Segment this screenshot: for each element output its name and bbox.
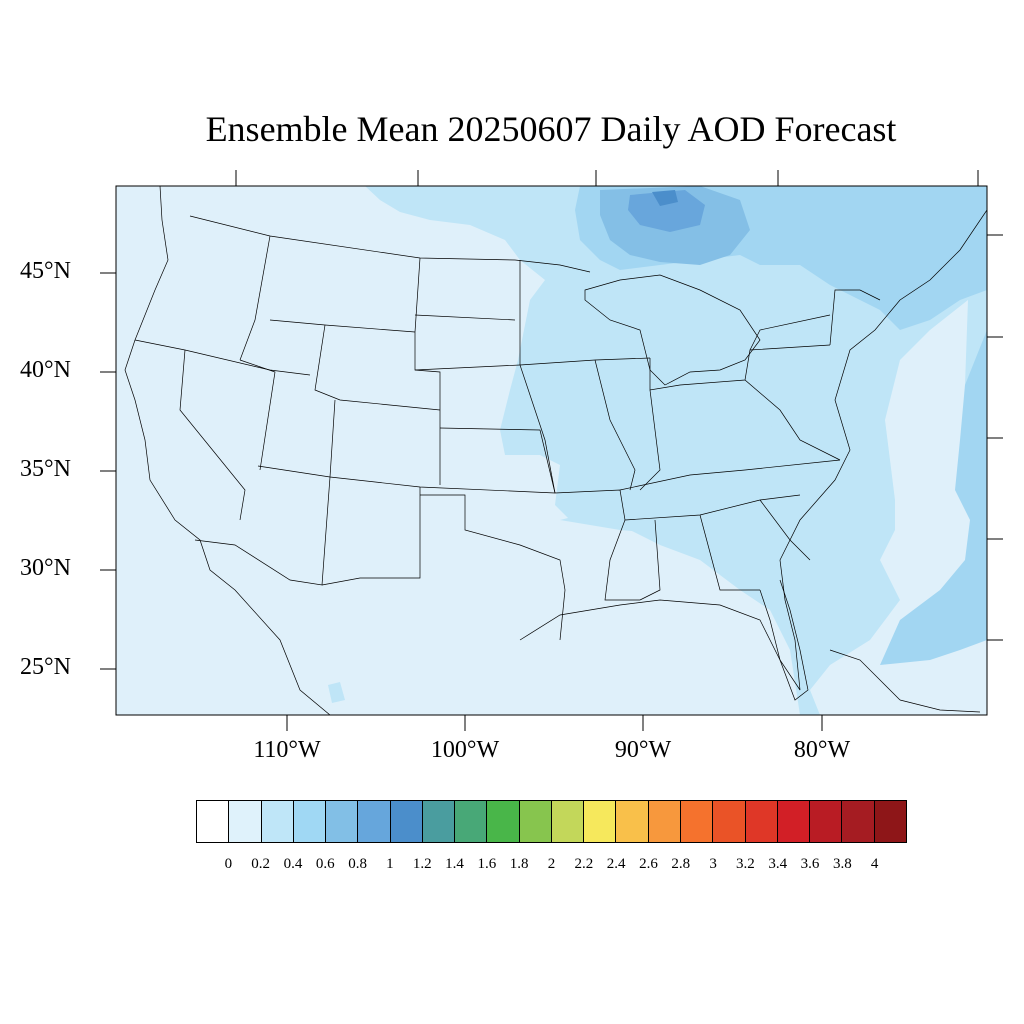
- colorbar-level-label: 2: [547, 856, 556, 872]
- colorbar-swatch-4: [326, 801, 359, 842]
- aod-contour-texas-spot: [328, 682, 345, 703]
- colorbar-swatch-7: [422, 801, 456, 842]
- colorbar-level-label: 0: [224, 856, 233, 872]
- colorbar-swatch-1: [229, 801, 262, 842]
- colorbar-level-label: 0.6: [315, 856, 335, 872]
- longitude-label-80w: 80°W: [793, 737, 851, 763]
- colorbar-swatch-20: [842, 801, 875, 842]
- colorbar-level-label: 0.2: [251, 856, 270, 872]
- latitude-label-25n: 25°N: [20, 654, 71, 680]
- aod-contour-midwest: [560, 420, 800, 535]
- colorbar-level-label: 2.4: [606, 856, 626, 872]
- colorbar-swatch-21: [874, 801, 906, 842]
- latitude-label-40n: 40°N: [20, 357, 71, 383]
- longitude-label-110w: 110°W: [253, 737, 321, 763]
- colorbar-swatch-14: [648, 801, 681, 842]
- colorbar-level-label: 1.2: [412, 856, 432, 872]
- colorbar-swatch-18: [777, 801, 811, 842]
- map-title: Ensemble Mean 20250607 Daily AOD Forecas…: [205, 109, 897, 149]
- colorbar-level-label: 1.8: [509, 856, 529, 872]
- colorbar-swatch-3: [293, 801, 327, 842]
- colorbar-swatch-8: [455, 801, 488, 842]
- colorbar-swatch-9: [487, 801, 520, 842]
- colorbar-swatch-2: [261, 801, 294, 842]
- latitude-label-35n: 35°N: [20, 456, 71, 482]
- colorbar-level-label: 3.6: [800, 856, 820, 872]
- longitude-label-90w: 90°W: [614, 737, 672, 763]
- colorbar-level-label: 3.8: [832, 856, 852, 872]
- colorbar-level-label: 3.4: [768, 856, 788, 872]
- colorbar-swatch-11: [551, 801, 585, 842]
- colorbar-level-label: 3: [709, 856, 717, 872]
- aod-contour-0.8-1: [628, 190, 705, 232]
- colorbar-swatch-12: [584, 801, 617, 842]
- colorbar-level-label: 4: [870, 856, 879, 872]
- colorbar-level-label: 1: [386, 856, 394, 872]
- colorbar-level-label: 2.8: [671, 856, 691, 872]
- longitude-label-100w: 100°W: [430, 737, 500, 763]
- map-frame: [100, 170, 1003, 731]
- aod-contour-0.2-0.4: [365, 186, 987, 715]
- latitude-label-45n: 45°N: [20, 258, 71, 284]
- colorbar-swatch-17: [745, 801, 778, 842]
- colorbar-swatch-5: [358, 801, 391, 842]
- colorbar-swatch-19: [810, 801, 843, 842]
- colorbar-swatch-0: [197, 801, 230, 842]
- colorbar-level-label: 1.6: [477, 856, 497, 872]
- colorbar: [196, 800, 907, 843]
- colorbar-level-label: 3.2: [736, 856, 755, 872]
- colorbar-level-label: 0.8: [348, 856, 367, 872]
- aod-contour-1: [652, 190, 678, 206]
- colorbar-level-label: 2.2: [574, 856, 594, 872]
- colorbar-swatch-6: [390, 801, 423, 842]
- colorbar-level-label: 2.6: [639, 856, 658, 872]
- state-boundaries: [124, 186, 987, 715]
- aod-contour-0.4-0.6-south: [880, 330, 987, 665]
- colorbar-swatch-10: [519, 801, 552, 842]
- colorbar-swatch-15: [680, 801, 714, 842]
- latitude-label-30n: 30°N: [20, 555, 71, 581]
- colorbar-swatch-13: [616, 801, 649, 842]
- colorbar-swatch-16: [713, 801, 746, 842]
- colorbar-level-label: 1.4: [445, 856, 464, 872]
- colorbar-level-label: 0.4: [283, 856, 303, 872]
